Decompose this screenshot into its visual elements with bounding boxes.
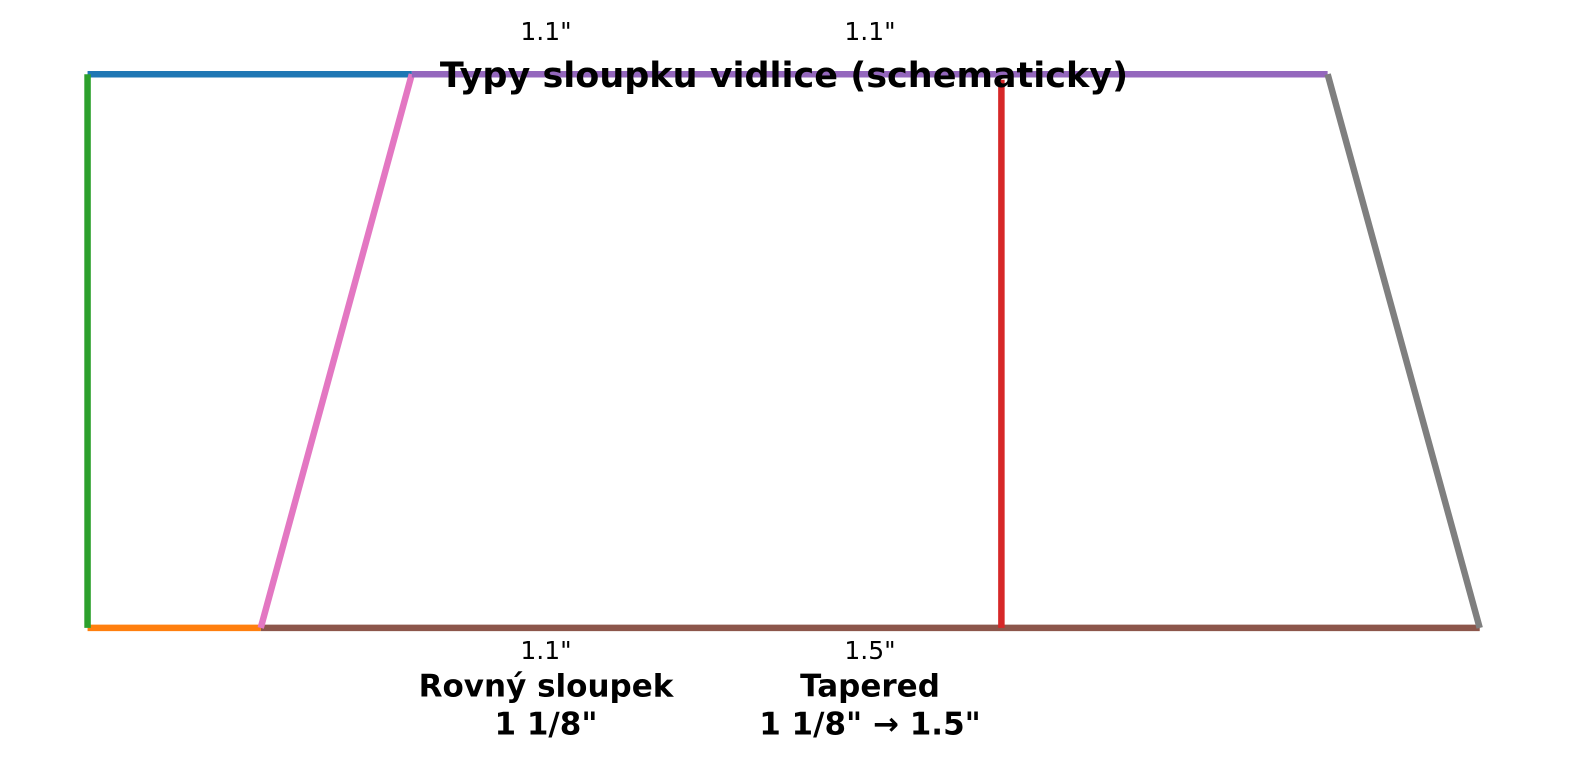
annotation: 1.5" bbox=[844, 636, 895, 665]
annotation: 1.1" bbox=[520, 636, 571, 665]
line bbox=[257, 73, 415, 629]
annotation: 1.1" bbox=[520, 17, 571, 46]
line bbox=[1324, 73, 1483, 629]
type-label: 1 1/8" → 1.5" bbox=[759, 707, 981, 743]
chart-title: Typy sloupku vidlice (schematicky) bbox=[440, 56, 1128, 96]
annotation: 1.1" bbox=[844, 17, 895, 46]
type-label: 1 1/8" bbox=[495, 707, 598, 743]
type-label: Rovný sloupek bbox=[419, 669, 675, 705]
type-label: Tapered bbox=[800, 669, 940, 705]
